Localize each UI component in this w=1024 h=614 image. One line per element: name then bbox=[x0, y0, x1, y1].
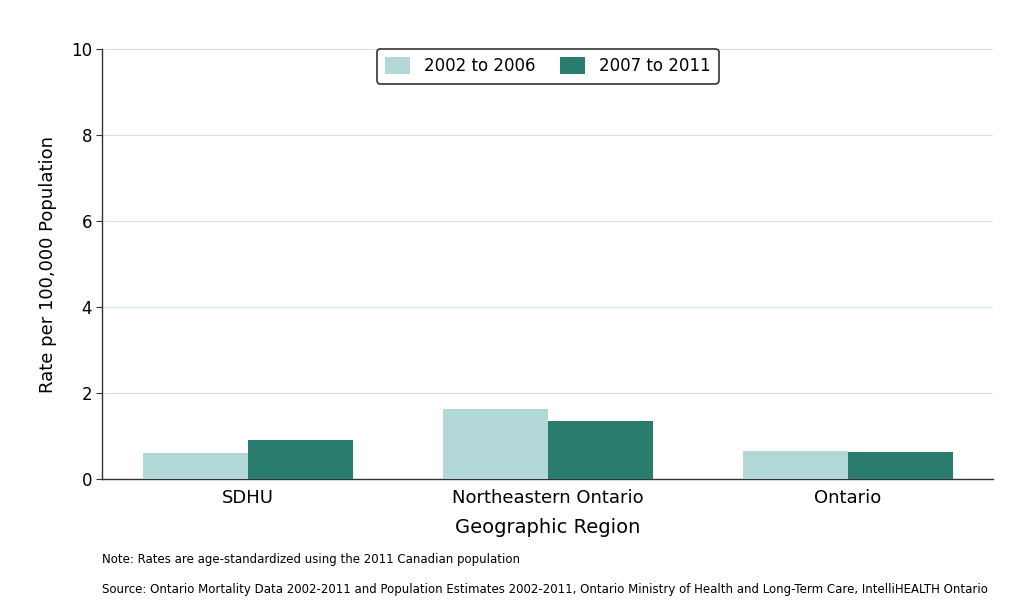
Y-axis label: Rate per 100,000 Population: Rate per 100,000 Population bbox=[39, 136, 57, 392]
Bar bbox=[548, 421, 653, 479]
Text: Note: Rates are age-standardized using the 2011 Canadian population: Note: Rates are age-standardized using t… bbox=[102, 553, 520, 565]
Legend: 2002 to 2006, 2007 to 2011: 2002 to 2006, 2007 to 2011 bbox=[377, 49, 719, 84]
Text: Source: Ontario Mortality Data 2002-2011 and Population Estimates 2002-2011, Ont: Source: Ontario Mortality Data 2002-2011… bbox=[102, 583, 988, 596]
Bar bbox=[143, 453, 248, 479]
X-axis label: Geographic Region: Geographic Region bbox=[455, 518, 641, 537]
Bar bbox=[442, 410, 548, 479]
Bar bbox=[742, 451, 848, 479]
Bar bbox=[848, 453, 952, 479]
Bar bbox=[248, 440, 353, 479]
